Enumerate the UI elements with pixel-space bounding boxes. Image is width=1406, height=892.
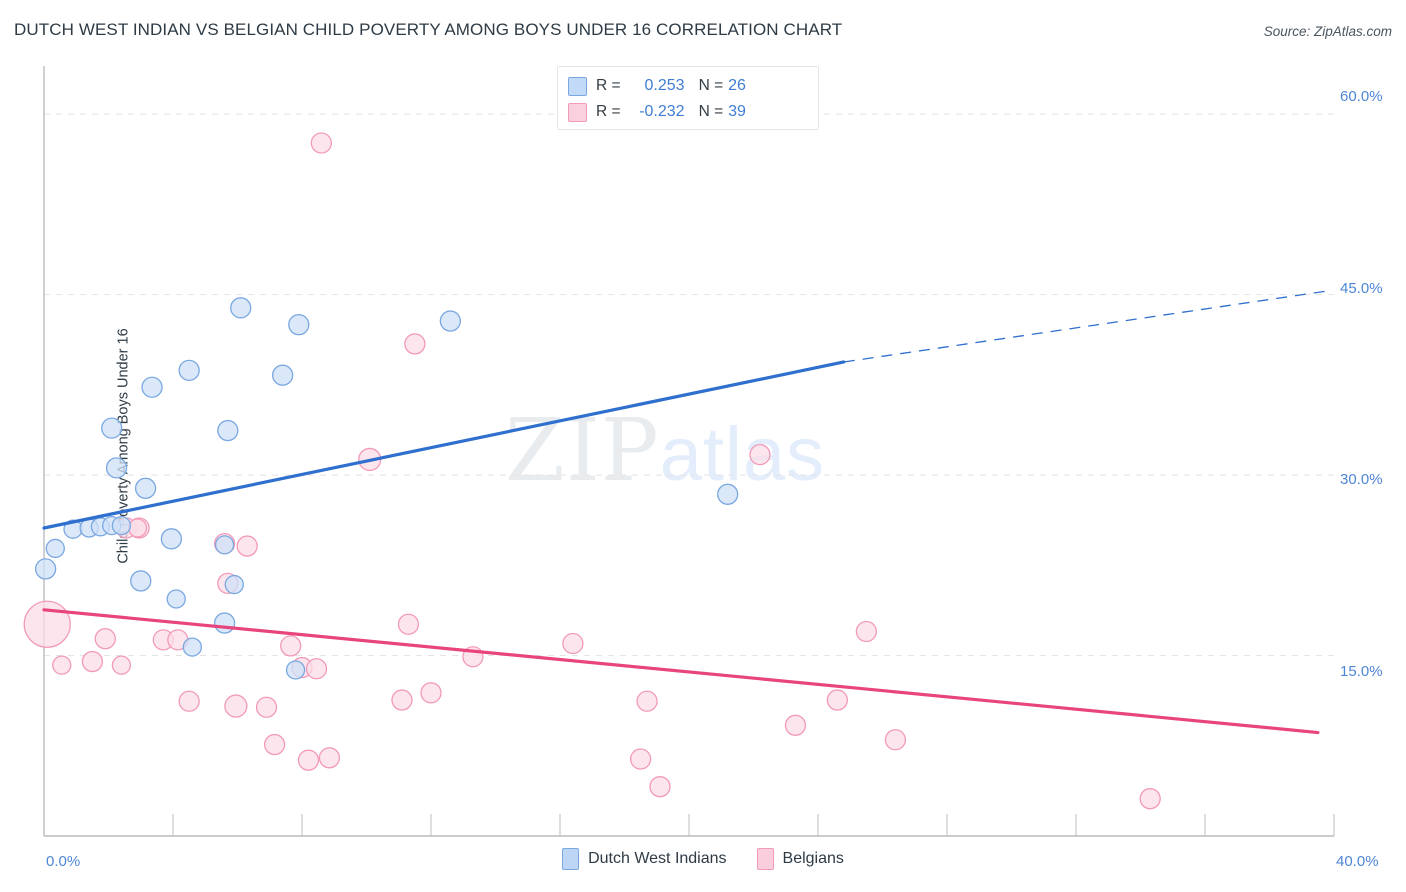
y-tick-label: 30.0% xyxy=(1340,471,1383,488)
data-point-blue[interactable] xyxy=(213,612,236,634)
legend-item-belgians[interactable]: Belgians xyxy=(756,848,844,870)
data-point-pink[interactable] xyxy=(884,729,907,751)
data-point-blue[interactable] xyxy=(160,528,183,550)
correlation-stats-legend: R = 0.253 N = 26 R = -0.232 N = 39 xyxy=(557,66,819,130)
data-point-pink[interactable] xyxy=(397,613,420,635)
data-point-blue[interactable] xyxy=(34,558,57,580)
data-point-pink[interactable] xyxy=(81,650,104,673)
data-point-pink[interactable] xyxy=(420,682,442,704)
data-point-pink[interactable] xyxy=(224,694,248,718)
data-point-blue[interactable] xyxy=(178,359,200,382)
blue-n-value: 26 xyxy=(728,77,746,94)
data-point-pink[interactable] xyxy=(127,518,148,538)
data-point-pink[interactable] xyxy=(855,620,878,643)
data-point-blue[interactable] xyxy=(182,637,203,657)
data-point-blue[interactable] xyxy=(288,314,310,336)
blue-trend-line-extension xyxy=(843,290,1328,363)
y-tick-label: 15.0% xyxy=(1340,663,1383,680)
data-point-pink[interactable] xyxy=(52,655,72,675)
blue-n-label: N = xyxy=(698,77,724,94)
data-point-pink[interactable] xyxy=(636,690,658,712)
series-legend: Dutch West Indians Belgians xyxy=(0,848,1406,870)
data-point-blue[interactable] xyxy=(141,376,163,398)
data-point-blue[interactable] xyxy=(285,660,306,680)
blue-trend-line xyxy=(42,360,846,530)
pink-trend-line xyxy=(42,608,1320,735)
legend-item-dutch-west-indians[interactable]: Dutch West Indians xyxy=(562,848,727,870)
data-point-pink[interactable] xyxy=(649,776,671,798)
belgians-swatch-icon xyxy=(756,848,774,870)
y-tick-label: 60.0% xyxy=(1340,88,1383,105)
data-point-pink[interactable] xyxy=(629,748,652,770)
pink-n-label: N = xyxy=(698,103,724,120)
dutch-west-indians-label: Dutch West Indians xyxy=(588,850,727,867)
data-point-blue[interactable] xyxy=(224,574,244,595)
data-point-blue[interactable] xyxy=(134,477,157,499)
data-point-pink[interactable] xyxy=(1139,788,1161,810)
x-tick-label: 40.0% xyxy=(1336,853,1379,870)
data-point-pink[interactable] xyxy=(255,696,278,718)
source-attribution: Source: ZipAtlas.com xyxy=(1263,24,1392,39)
data-point-pink[interactable] xyxy=(784,714,807,736)
series-points-blue xyxy=(34,297,739,680)
pink-n-value: 39 xyxy=(728,103,746,120)
x-tick-label: 0.0% xyxy=(46,853,81,870)
data-point-pink[interactable] xyxy=(749,443,771,466)
y-tick-label: 45.0% xyxy=(1340,280,1383,297)
data-point-pink[interactable] xyxy=(562,632,584,655)
data-point-blue[interactable] xyxy=(111,515,132,536)
data-point-pink[interactable] xyxy=(310,132,333,154)
pink-r-label: R = xyxy=(596,103,621,120)
data-point-blue[interactable] xyxy=(101,417,123,439)
data-point-blue[interactable] xyxy=(230,297,252,319)
data-point-pink[interactable] xyxy=(404,333,426,355)
data-point-blue[interactable] xyxy=(214,535,235,555)
data-point-blue[interactable] xyxy=(717,483,739,505)
belgians-label: Belgians xyxy=(782,850,844,867)
data-point-blue[interactable] xyxy=(105,457,128,479)
data-point-pink[interactable] xyxy=(305,658,328,680)
dutch-west-indians-swatch-icon xyxy=(562,848,580,870)
page-title: DUTCH WEST INDIAN VS BELGIAN CHILD POVER… xyxy=(14,20,843,39)
data-point-blue[interactable] xyxy=(439,310,462,332)
data-point-blue[interactable] xyxy=(271,364,294,386)
blue-r-label: R = xyxy=(596,77,621,94)
data-point-pink[interactable] xyxy=(263,733,286,756)
blue-r-value: 0.253 xyxy=(644,77,685,94)
blue-series-swatch-icon xyxy=(568,76,587,96)
data-point-pink[interactable] xyxy=(391,689,413,711)
pink-series-swatch-icon xyxy=(568,102,587,122)
data-point-pink[interactable] xyxy=(236,535,258,557)
data-point-blue[interactable] xyxy=(166,589,186,609)
pink-r-value: -0.232 xyxy=(639,103,685,120)
data-point-pink[interactable] xyxy=(826,689,848,711)
data-point-pink[interactable] xyxy=(280,635,302,657)
stat-row-pink: R = -0.232 N = 39 xyxy=(568,99,808,125)
data-point-blue[interactable] xyxy=(217,419,239,442)
data-point-pink[interactable] xyxy=(94,628,116,650)
data-point-pink[interactable] xyxy=(178,690,200,712)
series-points-pink xyxy=(23,132,1161,810)
stat-row-blue: R = 0.253 N = 26 xyxy=(568,73,808,99)
data-point-blue[interactable] xyxy=(130,570,152,592)
data-point-blue[interactable] xyxy=(45,538,65,559)
data-point-pink[interactable] xyxy=(318,747,341,769)
scatter-plot-svg xyxy=(23,66,1335,837)
data-point-pink[interactable] xyxy=(23,600,71,648)
plot-area xyxy=(23,66,1335,837)
data-point-pink[interactable] xyxy=(297,749,320,771)
data-point-pink[interactable] xyxy=(111,655,132,675)
